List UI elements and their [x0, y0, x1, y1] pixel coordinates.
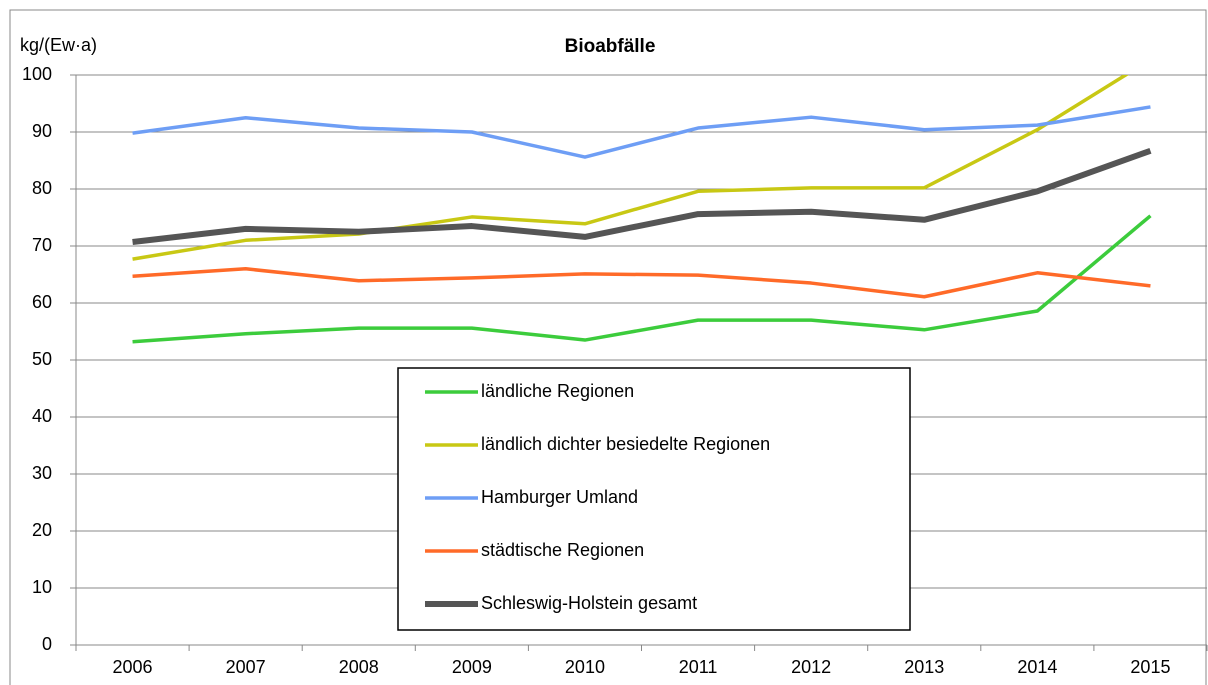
y-tick-label: 40 — [32, 406, 52, 426]
chart-frame — [9, 9, 1207, 685]
series-line — [132, 214, 1152, 344]
series-line — [132, 267, 1151, 299]
x-tick-label: 2013 — [904, 657, 944, 677]
x-tick-label: 2009 — [452, 657, 492, 677]
y-tick-label: 100 — [22, 64, 52, 84]
y-tick-label: 90 — [32, 121, 52, 141]
y-axis-label: kg/(Ew·a) — [20, 35, 97, 55]
legend-label: ländlich dichter besiedelte Regionen — [481, 434, 770, 454]
x-tick-label: 2008 — [339, 657, 379, 677]
y-tick-label: 30 — [32, 463, 52, 483]
y-tick-label: 80 — [32, 178, 52, 198]
y-tick-label: 50 — [32, 349, 52, 369]
y-tick-label: 20 — [32, 520, 52, 540]
legend-label: Hamburger Umland — [481, 487, 638, 507]
x-tick-label: 2006 — [113, 657, 153, 677]
y-tick-label: 0 — [42, 634, 52, 654]
y-tick-label: 70 — [32, 235, 52, 255]
plot-area — [132, 75, 1152, 344]
x-tick-label: 2011 — [679, 657, 718, 677]
y-tick-label: 60 — [32, 292, 52, 312]
series-line — [132, 75, 1129, 261]
legend-box — [397, 367, 911, 631]
series-line — [132, 105, 1151, 159]
x-tick-label: 2012 — [791, 657, 831, 677]
chart-title: Bioabfälle — [565, 36, 656, 57]
x-tick-label: 2010 — [565, 657, 605, 677]
series-line — [132, 147, 1152, 245]
y-tick-label: 10 — [32, 577, 52, 597]
x-tick-label: 2015 — [1130, 657, 1170, 677]
x-tick-label: 2007 — [226, 657, 266, 677]
legend-label: Schleswig-Holstein gesamt — [481, 593, 697, 613]
legend-label: ländliche Regionen — [481, 381, 634, 401]
x-tick-label: 2014 — [1017, 657, 1057, 677]
legend-label: städtische Regionen — [481, 540, 644, 560]
